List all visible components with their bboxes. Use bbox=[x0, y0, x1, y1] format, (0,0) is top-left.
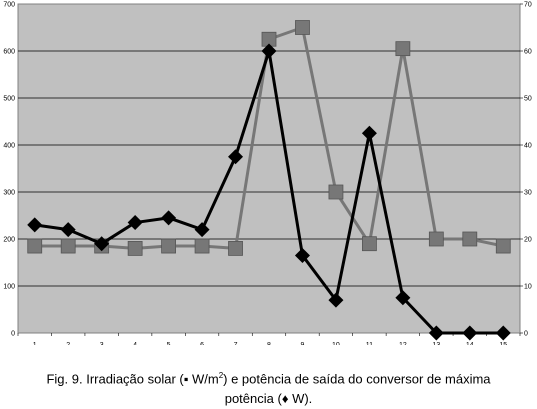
caption-unit: W/m bbox=[188, 371, 219, 387]
irradiance-point bbox=[428, 231, 444, 247]
power-point bbox=[261, 43, 277, 59]
y-right-tick-label: 0 bbox=[524, 331, 528, 338]
power-point bbox=[60, 222, 76, 238]
power-point bbox=[94, 236, 110, 252]
square-marker-icon: ▪ bbox=[183, 371, 189, 387]
irradiance-point bbox=[328, 184, 344, 200]
x-tick-label: 4 bbox=[133, 342, 137, 345]
irradiance-point bbox=[161, 238, 177, 254]
series-layer bbox=[27, 20, 511, 341]
x-tick-label: 8 bbox=[267, 342, 271, 345]
power-point bbox=[428, 325, 444, 341]
y-left-tick-label: 0 bbox=[11, 331, 15, 338]
y-right-tick-label: 10 bbox=[524, 284, 532, 291]
power-point bbox=[462, 325, 478, 341]
caption-text-2a: potência ( bbox=[224, 391, 282, 406]
caption-superscript: 2 bbox=[218, 371, 224, 380]
diamond-marker-icon: ♦ bbox=[281, 391, 289, 406]
left-axis: 0 100 200 300 400 500 600 700 bbox=[3, 2, 15, 338]
y-right-tick-label: 30 bbox=[524, 190, 532, 197]
y-right-tick-label: 70 bbox=[524, 2, 532, 9]
x-tick-label: 5 bbox=[167, 342, 171, 345]
caption-text-2b: W). bbox=[288, 391, 313, 406]
figure-caption-line-1: Fig. 9. Irradiação solar (▪ W/m2) e potê… bbox=[0, 367, 537, 387]
y-right-tick-label: 20 bbox=[524, 237, 532, 244]
y-left-tick-label: 600 bbox=[3, 49, 15, 56]
power-point bbox=[194, 222, 210, 238]
irradiance-point bbox=[194, 238, 210, 254]
irradiance-point bbox=[127, 240, 143, 256]
x-tick-label: 14 bbox=[466, 342, 474, 345]
x-tick-label: 15 bbox=[499, 342, 507, 345]
figure-caption-line-2: potência (♦ W). bbox=[0, 390, 537, 407]
caption-text-1a: Fig. 9. Irradiação solar ( bbox=[46, 371, 184, 387]
irradiance-point bbox=[228, 240, 243, 256]
x-tick-label: 13 bbox=[432, 342, 440, 345]
irradiance-point bbox=[60, 238, 76, 254]
caption-text-1b: ) e potência de saída do conversor de má… bbox=[223, 371, 491, 387]
x-tick-label: 7 bbox=[234, 342, 238, 345]
y-left-tick-label: 100 bbox=[3, 284, 15, 291]
y-left-tick-label: 200 bbox=[3, 237, 15, 244]
x-tick-label: 3 bbox=[100, 342, 104, 345]
y-right-tick-label: 60 bbox=[524, 49, 532, 56]
power-point bbox=[228, 149, 244, 165]
right-axis: 0 10 20 30 40 50 60 70 bbox=[520, 2, 532, 338]
y-left-tick-label: 400 bbox=[3, 143, 15, 150]
y-left-tick-label: 700 bbox=[3, 2, 15, 9]
power-point bbox=[161, 210, 177, 226]
x-tick-label: 12 bbox=[399, 342, 407, 345]
x-axis: 123456789101112131415 bbox=[17, 333, 521, 345]
y-left-tick-label: 300 bbox=[3, 190, 15, 197]
x-tick-label: 10 bbox=[332, 342, 340, 345]
x-tick-label: 1 bbox=[33, 342, 37, 345]
x-tick-label: 2 bbox=[66, 342, 70, 345]
power-point bbox=[127, 215, 143, 231]
x-tick-label: 11 bbox=[366, 342, 373, 345]
irradiance-point bbox=[27, 238, 43, 254]
x-tick-label: 6 bbox=[200, 342, 204, 345]
power-point bbox=[294, 247, 310, 263]
y-left-tick-label: 500 bbox=[3, 96, 15, 103]
irradiance-point bbox=[361, 236, 377, 252]
y-right-tick-label: 40 bbox=[524, 143, 532, 150]
power-point bbox=[395, 290, 411, 306]
irradiance-point bbox=[295, 20, 310, 35]
power-point bbox=[361, 125, 377, 141]
y-right-tick-label: 50 bbox=[524, 96, 532, 103]
power-point bbox=[495, 325, 511, 341]
irradiance-point bbox=[462, 231, 478, 247]
irradiance-point bbox=[495, 238, 511, 254]
power-point bbox=[27, 217, 43, 233]
power-point bbox=[328, 292, 344, 308]
x-tick-label: 9 bbox=[301, 342, 305, 345]
irradiance-point bbox=[395, 41, 411, 57]
